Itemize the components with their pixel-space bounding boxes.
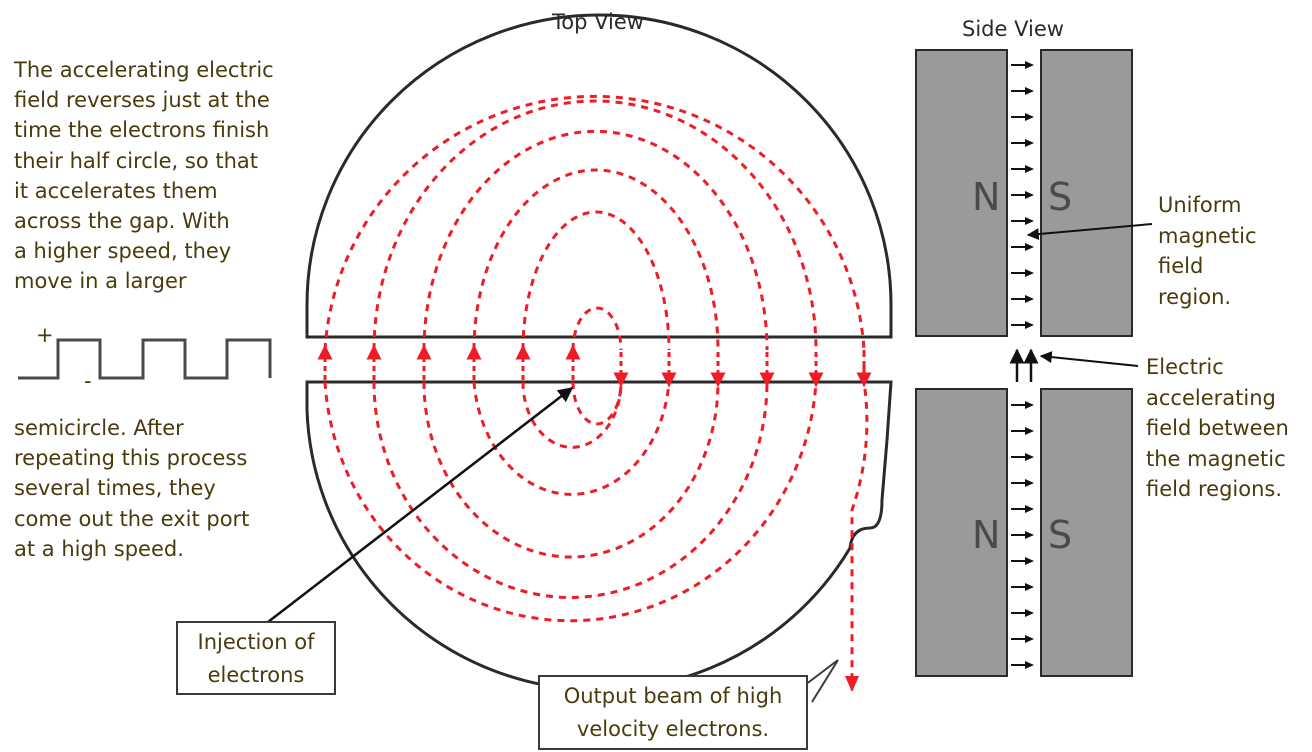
text-line: come out the exit port <box>14 506 250 531</box>
output-label-line: velocity electrons. <box>576 717 770 741</box>
lower-dee <box>305 380 893 692</box>
injection-label-line: Injection of <box>197 630 315 654</box>
field-arrow-head <box>1025 321 1034 329</box>
text-line: The accelerating electric <box>14 58 274 82</box>
field-arrow-head <box>1025 635 1034 643</box>
field-arrow-head <box>1025 505 1034 513</box>
injection-label-box: Injection of electrons <box>176 621 336 695</box>
text-line: several times, they <box>14 476 216 501</box>
field-arrow-head <box>1025 295 1034 303</box>
label-line: magnetic <box>1158 223 1257 248</box>
field-arrow-head <box>1025 113 1034 121</box>
label-line: the magnetic <box>1146 446 1286 471</box>
text-line: at a high speed. <box>14 536 184 561</box>
pole-s-lower: S <box>1048 513 1072 557</box>
output-arrowhead <box>845 676 859 692</box>
magnet-n-upper <box>915 49 1008 337</box>
field-arrow-head <box>1025 269 1034 277</box>
waveform-plus: + <box>36 323 54 347</box>
waveform-minus: - <box>84 369 92 393</box>
field-arrow-head <box>1025 427 1034 435</box>
label-line: field regions. <box>1146 477 1283 501</box>
side-view-title: Side View <box>962 17 1064 41</box>
field-arrow-head <box>1025 87 1034 95</box>
magnetic-field-arrows <box>1011 61 1034 669</box>
magnet-s-upper <box>1040 49 1133 337</box>
field-arrow-head <box>1025 217 1034 225</box>
label-line: Electric <box>1146 355 1224 379</box>
left-explanation-bottom: semicircle. After repeating this process… <box>14 413 249 564</box>
label-line: region. <box>1158 284 1232 309</box>
field-arrow-head <box>1025 453 1034 461</box>
pole-n-upper: N <box>972 175 1000 219</box>
text-line: time the electrons finish <box>14 118 270 143</box>
left-explanation-top: The accelerating electric field reverses… <box>14 55 274 297</box>
field-arrow-head <box>1025 165 1034 173</box>
pole-s-upper: S <box>1048 175 1072 219</box>
label-line: field between <box>1146 416 1289 440</box>
text-line: field reverses just at the <box>14 88 270 113</box>
field-arrow-head <box>1025 479 1034 487</box>
text-line: move in a larger <box>14 269 187 294</box>
label-line: accelerating <box>1146 385 1276 410</box>
label-line: Uniform <box>1158 193 1242 217</box>
electric-field-label: Electric accelerating field between the … <box>1146 352 1289 505</box>
injection-pointer <box>267 387 574 623</box>
text-line: their half circle, so that <box>14 148 259 173</box>
text-line: across the gap. With <box>14 209 230 234</box>
field-arrow-head <box>1025 531 1034 539</box>
label-line: field <box>1158 254 1204 278</box>
gap-arrows <box>317 344 872 388</box>
uniform-pointer <box>1026 223 1153 241</box>
text-line: a higher speed, they <box>14 239 232 264</box>
magnet-s-lower <box>1040 388 1133 677</box>
pole-n-lower: N <box>972 513 1000 557</box>
field-arrow-head <box>1025 557 1034 565</box>
field-arrow-head <box>1025 61 1034 69</box>
top-view-title: Top View <box>552 10 644 34</box>
magnet-n-lower <box>915 388 1008 677</box>
field-arrow-head <box>1025 243 1034 251</box>
text-line: it accelerates them <box>14 178 218 203</box>
output-callout-tail <box>804 659 839 703</box>
field-arrow-head <box>1025 661 1034 669</box>
uniform-field-label: Uniform magnetic field region. <box>1158 190 1257 312</box>
field-arrow-head <box>1025 191 1034 199</box>
text-line: semicircle. After <box>14 416 184 440</box>
field-arrow-head <box>1025 583 1034 591</box>
injection-label-line: electrons <box>207 663 305 687</box>
output-label-line: Output beam of high <box>563 684 783 708</box>
electron-spiral <box>323 94 869 690</box>
upper-dee <box>305 13 893 339</box>
field-arrow-head <box>1025 401 1034 409</box>
output-label-box: Output beam of high velocity electrons. <box>538 675 808 750</box>
square-waveform <box>18 338 272 380</box>
field-arrow-head <box>1025 609 1034 617</box>
text-line: repeating this process <box>14 446 248 471</box>
electric-field-arrows <box>1009 348 1039 382</box>
field-arrow-head <box>1025 139 1034 147</box>
electric-pointer <box>1039 351 1139 367</box>
